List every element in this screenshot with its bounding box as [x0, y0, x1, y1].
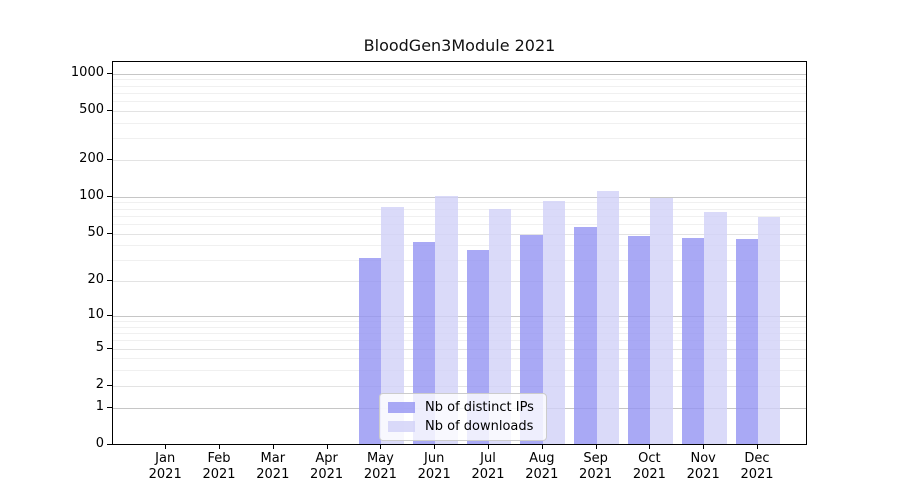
legend-swatch-distinct-ips [388, 402, 415, 413]
bar-nov-downloads [704, 211, 727, 444]
gridline-minor [113, 245, 806, 247]
y-tick-label-10: 10 [87, 307, 104, 323]
gridline-minor [113, 79, 806, 81]
gridline-minor [113, 340, 806, 342]
y-tick-label-500: 500 [79, 101, 104, 117]
gridline-minor [113, 92, 806, 94]
gridline-minor [113, 215, 806, 217]
legend-label-downloads: Nb of downloads [425, 419, 534, 434]
gridline-minor [113, 260, 806, 262]
y-tick-label-50: 50 [87, 224, 104, 240]
x-tick-mark [757, 445, 758, 449]
bar-oct-distinct-ips [628, 235, 651, 444]
x-tick-label-nov: Nov 2021 [686, 451, 720, 482]
x-tick-mark [272, 445, 274, 449]
gridline-minor [113, 358, 806, 360]
x-tick-label-sep: Sep 2021 [579, 451, 613, 482]
gridline-major [113, 196, 806, 198]
x-tick-mark [434, 445, 436, 449]
y-tick-label-0: 0 [95, 436, 104, 451]
gridline-major [113, 348, 806, 350]
x-tick-label-jul: Jul 2021 [471, 451, 505, 482]
y-tick-mark [107, 195, 112, 197]
bar-dec-distinct-ips [735, 239, 758, 444]
x-tick-mark [541, 445, 543, 449]
bar-sep-distinct-ips [574, 226, 597, 444]
bar-sep-downloads [596, 190, 619, 444]
y-tick-label-2: 2 [95, 376, 104, 392]
x-tick-mark [165, 445, 167, 449]
gridline-minor [113, 333, 806, 335]
bar-nov-distinct-ips [681, 238, 705, 444]
legend-item-distinct-ips: Nb of distinct IPs [388, 400, 534, 415]
y-tick-mark [107, 280, 112, 282]
y-tick-label-1000: 1000 [70, 64, 104, 80]
gridline-major [113, 233, 806, 235]
x-tick-mark [488, 445, 489, 449]
x-tick-mark [219, 445, 220, 449]
bar-oct-downloads [650, 198, 673, 444]
y-tick-mark [107, 406, 112, 408]
gridline-major [113, 385, 806, 387]
x-tick-label-apr: Apr 2021 [310, 451, 344, 482]
x-tick-label-aug: Aug 2021 [525, 451, 559, 482]
gridline-major [113, 159, 806, 161]
legend-item-downloads: Nb of downloads [388, 419, 534, 434]
x-tick-mark [595, 445, 597, 449]
bar-jul-downloads [489, 209, 512, 444]
y-tick-mark [107, 384, 112, 386]
gridline-major [113, 281, 806, 283]
x-tick-label-jan: Jan 2021 [148, 451, 182, 482]
y-tick-label-1: 1 [95, 398, 104, 414]
x-tick-label-dec: Dec 2021 [740, 451, 774, 482]
gridline-minor [113, 138, 806, 140]
x-tick-label-jun: Jun 2021 [417, 451, 451, 482]
legend-label-distinct-ips: Nb of distinct IPs [425, 400, 534, 415]
y-tick-mark [107, 109, 112, 111]
x-tick-label-oct: Oct 2021 [632, 451, 666, 482]
x-tick-label-may: May 2021 [363, 451, 397, 482]
gridline-major [113, 316, 806, 318]
y-tick-label-100: 100 [79, 187, 104, 203]
gridline-major [113, 110, 806, 112]
y-tick-label-20: 20 [87, 272, 104, 288]
gridline-minor [113, 208, 806, 210]
y-tick-mark [107, 444, 112, 445]
bar-dec-downloads [758, 217, 781, 444]
x-tick-mark [703, 445, 705, 449]
x-tick-mark [380, 445, 382, 449]
gridline-minor [113, 202, 806, 204]
y-tick-mark [107, 315, 112, 317]
y-tick-label-200: 200 [79, 150, 104, 166]
gridline-minor [113, 326, 806, 328]
gridline-minor [113, 321, 806, 323]
x-tick-mark [326, 445, 328, 449]
bar-aug-distinct-ips [520, 234, 543, 444]
bar-aug-downloads [542, 201, 566, 444]
bar-may-distinct-ips [359, 257, 382, 444]
gridline-minor [113, 122, 806, 124]
x-tick-mark [649, 445, 651, 449]
legend-swatch-downloads [388, 421, 415, 432]
y-tick-mark [107, 232, 112, 234]
legend: Nb of distinct IPs Nb of downloads [379, 393, 547, 441]
bar-may-downloads [381, 207, 404, 444]
x-tick-label-mar: Mar 2021 [256, 451, 290, 482]
x-tick-label-feb: Feb 2021 [202, 451, 236, 482]
chart-title: BloodGen3Module 2021 [363, 36, 556, 55]
gridline-minor [113, 85, 806, 87]
gridline-minor [113, 100, 806, 102]
y-tick-mark [107, 72, 112, 74]
y-tick-mark [107, 347, 112, 349]
gridline-minor [113, 223, 806, 225]
y-tick-mark [107, 158, 112, 160]
y-tick-label-5: 5 [95, 339, 104, 355]
plot-area: Nb of distinct IPs Nb of downloads [112, 61, 807, 445]
bar-jun-downloads [435, 195, 458, 444]
gridline-minor [113, 370, 806, 372]
gridline-major [113, 73, 806, 75]
